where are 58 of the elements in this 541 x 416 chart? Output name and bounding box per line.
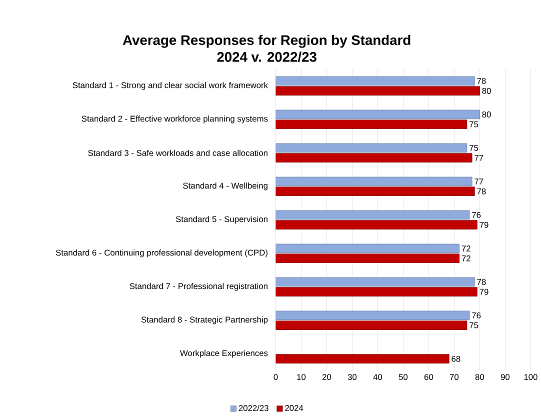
x-tick-label: 20 <box>322 374 332 380</box>
x-tick-label: 40 <box>373 374 382 380</box>
data-label: 80 <box>482 88 491 94</box>
data-label: 78 <box>477 78 486 84</box>
data-label: 78 <box>477 278 486 285</box>
data-label: 78 <box>477 188 486 194</box>
y-tick-label: Standard 3 - Safe workloads and case allocation <box>88 150 268 156</box>
bar <box>276 153 472 162</box>
y-tick-label: Standard 7 - Professional registration <box>130 282 268 291</box>
x-tick-label: 80 <box>475 374 484 380</box>
bar <box>276 277 475 286</box>
x-tick-label: 90 <box>500 374 510 380</box>
data-label: 68 <box>452 356 460 362</box>
legend-label: 2024 <box>285 404 304 411</box>
bar <box>276 76 475 86</box>
bar <box>276 253 460 263</box>
x-tick-label: 60 <box>424 374 434 380</box>
chart-title: Average Responses for Region by Standard <box>122 34 410 48</box>
y-tick-label: Standard 5 - Supervision <box>176 216 268 224</box>
data-label: 76 <box>472 312 481 318</box>
x-tick-label: 10 <box>297 374 306 380</box>
data-label: 79 <box>480 222 488 228</box>
x-tick-label: 30 <box>348 374 357 380</box>
data-label: 75 <box>470 144 478 151</box>
bar <box>276 310 470 320</box>
y-tick-label: Standard 6 - Continuing professional development (CPD) <box>56 249 268 258</box>
data-label: 75 <box>470 121 478 128</box>
bar <box>276 210 470 220</box>
bar <box>276 110 480 119</box>
x-tick-label: 70 <box>450 374 459 380</box>
y-tick-label: Standard 4 - Wellbeing <box>183 182 268 190</box>
bar <box>276 220 478 230</box>
data-label: 79 <box>480 288 488 295</box>
data-label: 72 <box>462 255 470 262</box>
bar <box>276 286 478 296</box>
legend-label: 2022/23 <box>238 404 268 411</box>
bar <box>276 320 468 330</box>
data-label: 75 <box>470 322 478 328</box>
x-tick-label: 0 <box>274 374 278 380</box>
data-label: 80 <box>482 111 491 118</box>
data-label: 77 <box>474 154 484 161</box>
bar <box>276 244 460 253</box>
bar <box>276 86 480 96</box>
bar <box>276 176 472 186</box>
data-label: 76 <box>472 212 481 218</box>
data-label: 77 <box>474 178 484 184</box>
y-tick-label: Standard 1 - Strong and clear social work framework <box>72 82 268 90</box>
data-label: 72 <box>462 245 470 252</box>
x-tick-label: 100 <box>524 374 538 380</box>
bar <box>276 354 450 364</box>
x-tick-label: 50 <box>398 374 408 380</box>
bar <box>276 186 475 196</box>
chart-subtitle: 2024 v. 2022/23 <box>217 51 316 62</box>
bar <box>276 143 468 152</box>
y-tick-label: Standard 2 - Effective workforce planning systems <box>82 115 268 124</box>
y-tick-label: Workplace Experiences <box>180 350 268 358</box>
y-tick-label: Standard 8 - Strategic Partnership <box>141 316 268 324</box>
bar <box>276 120 468 129</box>
